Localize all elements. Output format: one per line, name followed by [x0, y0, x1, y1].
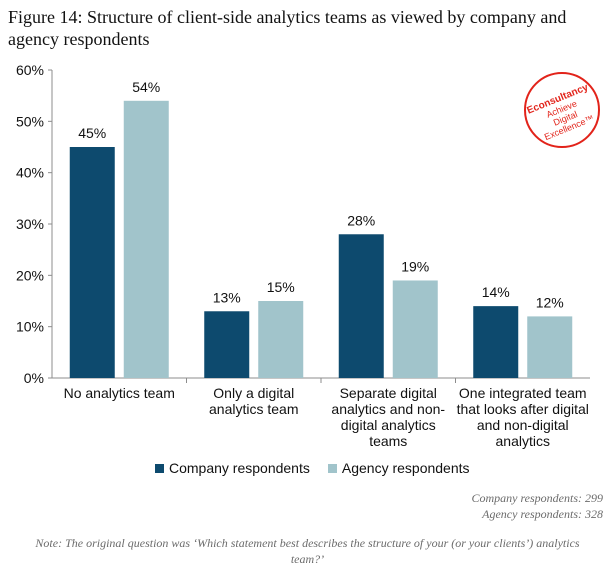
- legend-item-company: Company respondents: [155, 460, 310, 476]
- x-category-label: that looks after digital: [457, 401, 589, 417]
- figure-title: Figure 14: Structure of client-side anal…: [8, 7, 567, 49]
- bar-agency: [527, 316, 573, 378]
- x-category-label: Only a digital: [213, 385, 294, 401]
- x-category-label: analytics: [496, 433, 550, 449]
- bar-data-label: 14%: [482, 284, 510, 300]
- bar-agency: [392, 280, 438, 378]
- bar-company: [338, 234, 384, 378]
- bar-data-label: 15%: [267, 279, 295, 295]
- x-category-label: digital analytics: [341, 417, 436, 433]
- legend-label-company: Company respondents: [169, 460, 310, 476]
- sample-size-agency: Agency respondents: 328: [482, 507, 603, 521]
- bar-data-label: 54%: [132, 79, 160, 95]
- y-tick-label: 40%: [16, 165, 44, 181]
- bar-agency: [123, 100, 169, 379]
- bar-data-label: 19%: [401, 258, 429, 274]
- x-category-label: No analytics team: [64, 385, 175, 401]
- x-category-label: and non-digital: [477, 417, 569, 433]
- bar-data-label: 13%: [213, 289, 241, 305]
- y-tick-label: 60%: [16, 62, 44, 78]
- y-tick-label: 0%: [24, 370, 44, 386]
- legend-item-agency: Agency respondents: [327, 460, 470, 476]
- bar-agency: [258, 301, 304, 378]
- bar-company: [204, 311, 250, 378]
- legend-swatch-agency: [327, 463, 337, 473]
- bar-company: [69, 147, 115, 378]
- legend-label-agency: Agency respondents: [341, 460, 470, 476]
- sample-size-company: Company respondents: 299: [471, 491, 603, 505]
- y-tick-label: 30%: [16, 216, 44, 232]
- chart-legend: Company respondents Agency respondents: [155, 460, 488, 476]
- legend-swatch-company: [155, 463, 164, 473]
- x-category-label: teams: [369, 433, 407, 449]
- econsultancy-logo: Econsultancy Achieve Digital Excellence™: [524, 72, 600, 148]
- x-category-label: Separate digital: [340, 385, 437, 401]
- y-tick-label: 10%: [16, 319, 44, 335]
- y-tick-label: 20%: [16, 267, 44, 283]
- x-category-label: One integrated team: [459, 385, 587, 401]
- bar-data-label: 12%: [536, 294, 564, 310]
- bar-company: [473, 306, 519, 378]
- bar-chart: 0% 10% 20% 30% 40% 50% 60% 45% 54% No analytics t…: [16, 62, 590, 449]
- question-note: Note: The original question was ‘Which s…: [35, 536, 580, 566]
- x-category-label: analytics and non-: [331, 401, 445, 417]
- bar-data-label: 28%: [347, 212, 375, 228]
- y-tick-label: 50%: [16, 113, 44, 129]
- bar-data-label: 45%: [78, 125, 106, 141]
- x-category-label: analytics team: [209, 401, 298, 417]
- sample-sizes: Company respondents: 299 Agency responde…: [471, 490, 603, 522]
